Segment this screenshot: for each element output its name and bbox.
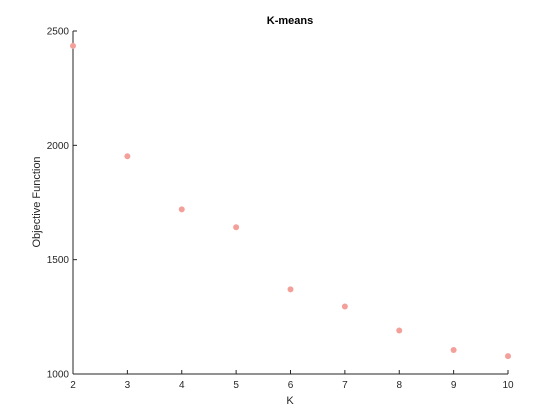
x-tick-label: 2 xyxy=(70,380,76,391)
x-tick-label: 4 xyxy=(179,380,185,391)
y-tick-label: 1500 xyxy=(47,255,70,266)
data-point xyxy=(396,327,403,334)
y-tick-label: 2000 xyxy=(47,141,70,152)
data-point xyxy=(287,286,294,293)
data-point xyxy=(70,42,76,49)
chart-title: K-means xyxy=(267,15,313,27)
y-tick-label: 1000 xyxy=(47,370,70,381)
x-tick-label: 5 xyxy=(233,380,239,391)
y-axis-label: Objective Function xyxy=(31,156,43,247)
x-tick-label: 7 xyxy=(342,380,348,391)
data-point xyxy=(505,353,511,360)
x-tick-label: 10 xyxy=(502,380,514,391)
data-point xyxy=(124,153,131,160)
y-axis-ticks: 1000 1500 2000 2500 xyxy=(47,27,77,381)
x-tick-label: 6 xyxy=(288,380,294,391)
y-tick-label: 2500 xyxy=(47,27,70,38)
plot-frame xyxy=(72,31,508,375)
data-points xyxy=(70,42,511,360)
data-point xyxy=(178,206,185,213)
data-point xyxy=(450,346,457,353)
x-tick-label: 8 xyxy=(396,380,402,391)
x-axis-label: K xyxy=(286,395,294,407)
x-tick-label: 9 xyxy=(451,380,457,391)
x-tick-label: 3 xyxy=(125,380,131,391)
data-point xyxy=(341,303,348,310)
data-point xyxy=(233,224,240,231)
x-axis-ticks: 2 3 4 5 6 7 8 9 10 xyxy=(70,370,514,391)
